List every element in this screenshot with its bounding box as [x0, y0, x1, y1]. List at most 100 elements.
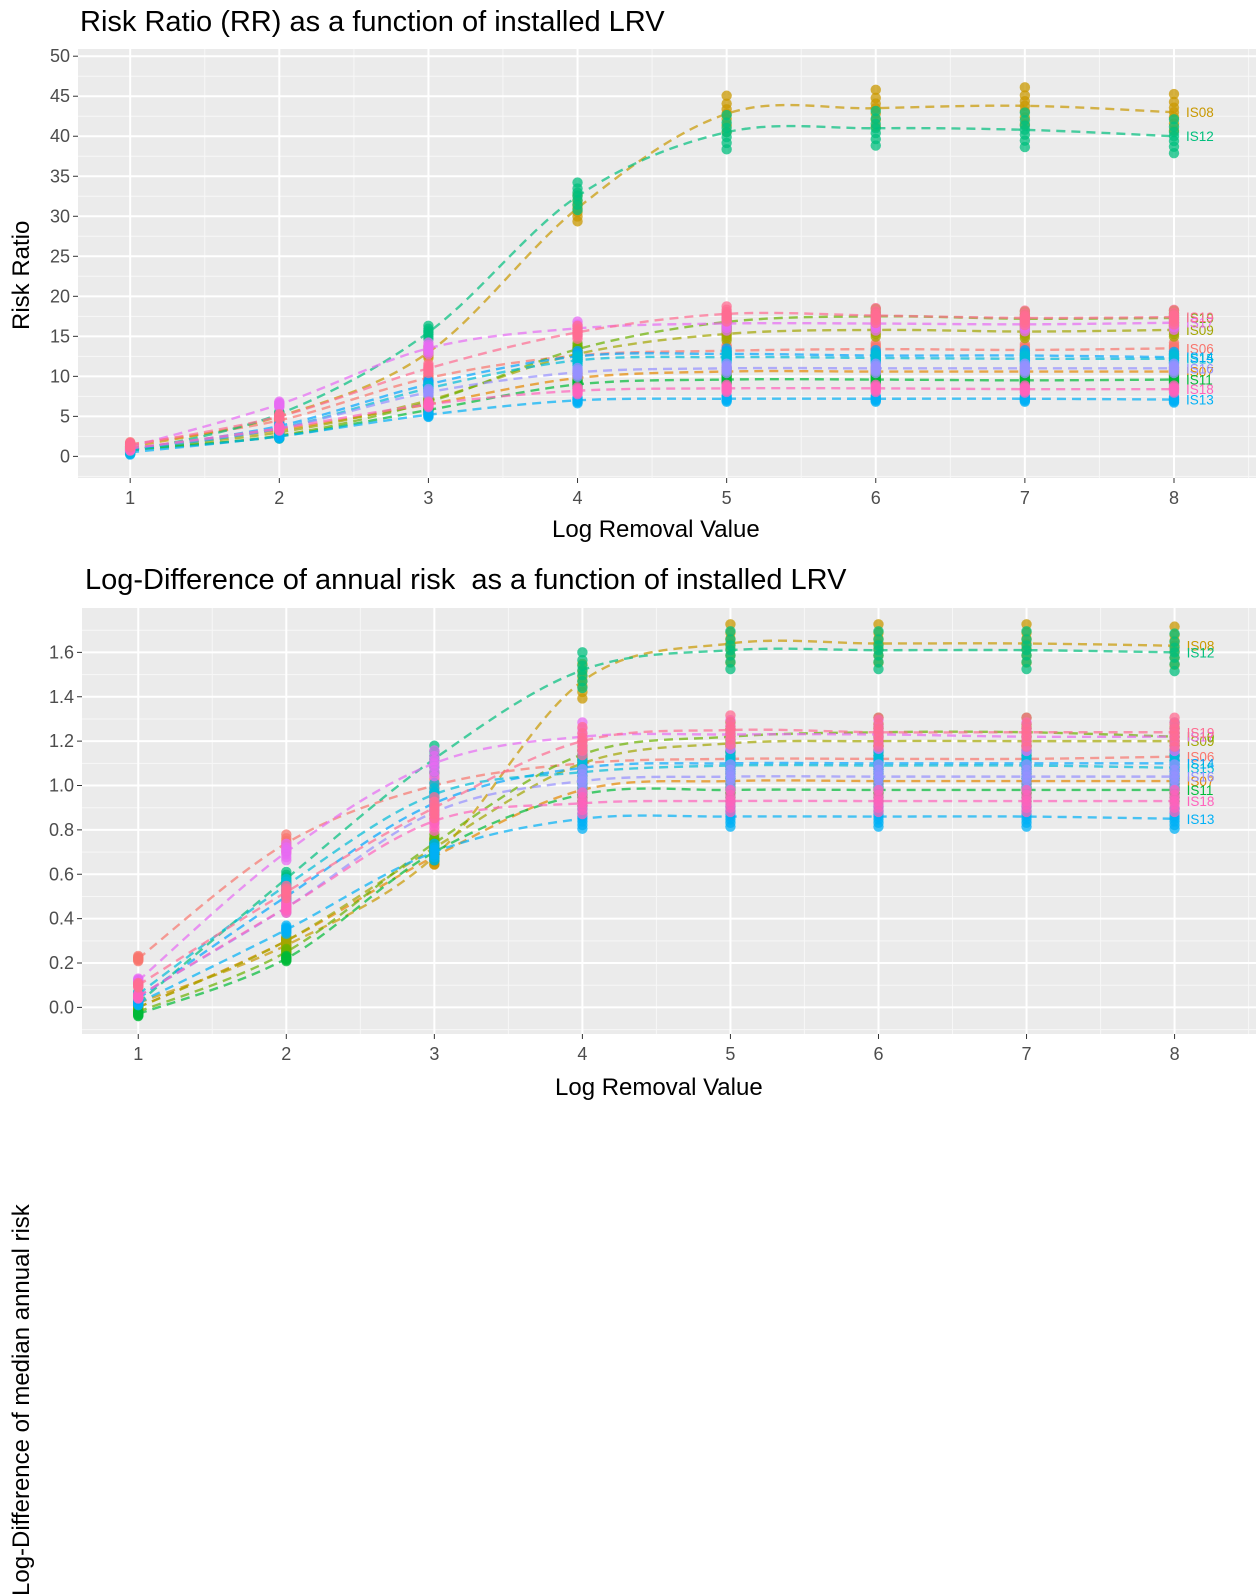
data-point: [1021, 663, 1032, 675]
data-point: [1019, 320, 1031, 331]
series-line: [129, 321, 1175, 448]
data-point: [1019, 396, 1031, 408]
data-point: [423, 401, 434, 413]
data-point: [725, 806, 736, 818]
data-point: [577, 749, 588, 761]
x-tick-label: 2: [281, 1044, 291, 1064]
data-point: [1168, 367, 1180, 379]
y-tick-label: 0.2: [49, 953, 74, 973]
data-point: [1168, 88, 1180, 100]
series-label: IS12: [1186, 129, 1214, 144]
chart-risk-ratio: Risk Ratio (RR) as a function of install…: [0, 0, 1258, 548]
x-axis-label: Log Removal Value: [552, 516, 760, 543]
x-tick-label: 3: [429, 1044, 439, 1064]
data-point: [274, 425, 285, 436]
data-point: [721, 325, 732, 336]
series-label: IS08: [1187, 639, 1215, 654]
series-label: IS19: [1187, 725, 1215, 740]
data-point: [133, 993, 144, 1004]
x-axis-label: Log Removal Value: [555, 1074, 763, 1101]
series-label: IS07: [1187, 774, 1215, 789]
data-point: [1168, 387, 1180, 398]
series-label: IS10: [1186, 311, 1214, 326]
data-point: [721, 386, 732, 398]
data-point: [721, 90, 732, 101]
x-tick-label: 5: [722, 488, 732, 508]
data-point: [1021, 741, 1032, 752]
y-tick-label: 20: [50, 286, 70, 306]
y-tick-label: 0: [60, 446, 70, 466]
series-line: [129, 347, 1175, 446]
x-tick-label: 7: [1020, 488, 1030, 508]
y-tick-label: 50: [50, 46, 70, 66]
data-point: [577, 823, 588, 834]
data-point: [133, 982, 144, 993]
data-point: [1169, 823, 1180, 834]
y-tick-label: 0.8: [49, 820, 74, 840]
data-point: [1019, 141, 1031, 153]
y-axis-label: Risk Ratio: [8, 220, 35, 330]
series-is19: IS19: [133, 710, 1215, 993]
y-tick-label: 25: [50, 246, 70, 266]
x-tick-label: 1: [133, 1044, 143, 1064]
series-line: [130, 369, 1174, 450]
data-point: [870, 140, 881, 151]
x-tick-label: 4: [577, 1044, 587, 1064]
data-point: [725, 821, 736, 832]
data-point: [577, 808, 588, 820]
data-point: [133, 1011, 144, 1022]
data-point: [870, 105, 881, 117]
series-line: [137, 755, 1175, 960]
y-tick-label: 0.6: [49, 864, 74, 884]
y-tick-label: 15: [50, 326, 70, 346]
data-point: [870, 386, 881, 398]
data-point: [1019, 82, 1031, 93]
data-point: [274, 433, 285, 444]
data-point: [133, 955, 144, 967]
series-label: IS18: [1186, 382, 1214, 397]
series-label: IS13: [1187, 812, 1215, 827]
series-label: IS06: [1187, 750, 1215, 765]
data-point: [274, 413, 285, 424]
chart-title: Risk Ratio (RR) as a function of install…: [80, 6, 665, 38]
panel-background: [82, 608, 1256, 1034]
y-tick-label: 0.0: [49, 997, 74, 1017]
series-label: IS09: [1187, 734, 1215, 749]
data-point: [423, 348, 434, 360]
data-point: [1169, 741, 1180, 752]
series-label: IS11: [1186, 373, 1213, 388]
series-label: IS06: [1186, 341, 1214, 356]
y-tick-label: 1.2: [49, 731, 74, 751]
data-point: [429, 855, 440, 866]
y-tick-label: 30: [50, 206, 70, 226]
data-point: [1168, 114, 1180, 125]
series-line: [137, 639, 1175, 1005]
series-line: [137, 814, 1175, 1005]
data-point: [572, 389, 583, 400]
series-label: IS17: [1186, 316, 1214, 331]
x-tick-label: 8: [1169, 488, 1179, 508]
series-label: IS13: [1186, 393, 1214, 408]
series-label: IS14: [1187, 756, 1215, 771]
series-line: [129, 124, 1175, 453]
series-line: [130, 328, 1175, 450]
data-point: [721, 109, 732, 121]
data-point: [1021, 806, 1032, 818]
y-tick-label: 1.4: [49, 687, 74, 707]
x-tick-label: 4: [573, 488, 583, 508]
data-point: [281, 855, 292, 866]
plot-area: 0.00.20.40.60.81.01.21.41.61 2 3 4 5 6 7 8IS06I…: [49, 608, 1256, 1064]
data-point: [1169, 665, 1180, 677]
x-tick-label: 7: [1022, 1044, 1032, 1064]
series-label: IS18: [1187, 794, 1215, 809]
data-point: [870, 325, 881, 336]
data-point: [572, 204, 583, 216]
data-point: [873, 626, 884, 637]
data-point: [281, 928, 292, 940]
series-line: [137, 730, 1175, 1013]
series-label: IS16: [1186, 361, 1214, 376]
data-point: [1168, 319, 1180, 330]
series-label: IS15: [1187, 761, 1215, 776]
data-point: [1021, 821, 1032, 832]
data-point: [281, 907, 292, 919]
